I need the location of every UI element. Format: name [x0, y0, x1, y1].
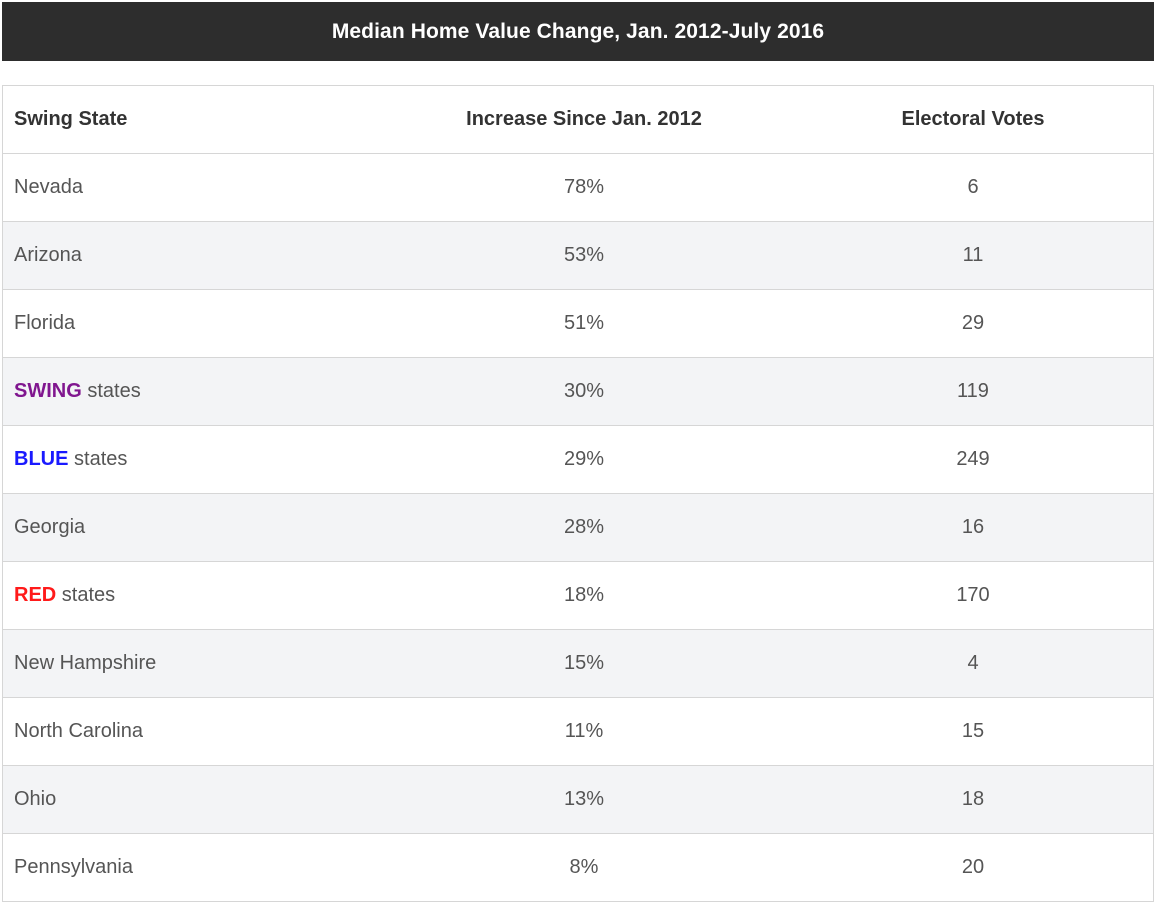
cell-electoral-votes: 29: [961, 312, 985, 334]
table-row: Arizona 53% 11: [3, 222, 1153, 290]
state-name: Nevada: [14, 176, 83, 198]
table-body: Nevada 78% 6 Arizona 53% 11 Florida 51% 29 SWING …: [3, 154, 1153, 901]
cell-state: Ohio: [3, 788, 375, 811]
state-group-suffix: states: [56, 584, 116, 606]
header-electoral-votes: Electoral Votes: [901, 108, 1045, 130]
state-group-highlight: RED: [14, 584, 57, 606]
cell-increase: 53%: [563, 244, 605, 266]
table-row: Georgia 28% 16: [3, 494, 1153, 562]
table-row: SWING states 30% 119: [3, 358, 1153, 426]
cell-increase: 30%: [563, 380, 605, 402]
cell-increase: 8%: [569, 856, 599, 878]
state-name: Georgia: [14, 516, 86, 538]
cell-increase: 51%: [563, 312, 605, 334]
cell-increase: 18%: [563, 584, 605, 606]
table-row: North Carolina 11% 15: [3, 698, 1153, 766]
cell-increase: 78%: [563, 176, 605, 198]
state-group-suffix: states: [68, 448, 128, 470]
table-header-row: Swing State Increase Since Jan. 2012 Ele…: [3, 86, 1153, 154]
cell-electoral-votes: 15: [961, 720, 985, 742]
cell-electoral-votes: 6: [967, 176, 979, 198]
cell-state: SWING states: [3, 380, 375, 403]
state-name: Ohio: [14, 788, 57, 810]
cell-state: RED states: [3, 584, 375, 607]
state-group-suffix: states: [81, 380, 141, 402]
cell-electoral-votes: 170: [956, 584, 990, 606]
cell-electoral-votes: 249: [956, 448, 990, 470]
state-name: Florida: [14, 312, 76, 334]
table-row: Ohio 13% 18: [3, 766, 1153, 834]
cell-electoral-votes: 4: [967, 652, 979, 674]
cell-electoral-votes: 18: [961, 788, 985, 810]
cell-increase: 28%: [563, 516, 605, 538]
cell-state: Pennsylvania: [3, 856, 375, 879]
table-row: Nevada 78% 6: [3, 154, 1153, 222]
table-row: BLUE states 29% 249: [3, 426, 1153, 494]
cell-electoral-votes: 16: [961, 516, 985, 538]
state-group-highlight: BLUE: [14, 448, 69, 470]
data-table: Swing State Increase Since Jan. 2012 Ele…: [2, 85, 1154, 902]
state-group-highlight: SWING: [14, 380, 82, 402]
cell-increase: 15%: [563, 652, 605, 674]
cell-electoral-votes: 11: [962, 244, 984, 266]
cell-increase: 13%: [563, 788, 605, 810]
table-row: RED states 18% 170: [3, 562, 1153, 630]
table-row: New Hampshire 15% 4: [3, 630, 1153, 698]
state-name: Arizona: [14, 244, 82, 266]
table-row: Florida 51% 29: [3, 290, 1153, 358]
cell-increase: 11%: [564, 720, 604, 742]
header-increase: Increase Since Jan. 2012: [466, 108, 702, 130]
cell-state: Nevada: [3, 176, 375, 199]
table-title: Median Home Value Change, Jan. 2012-July…: [2, 2, 1154, 61]
cell-state: North Carolina: [3, 720, 375, 743]
cell-electoral-votes: 119: [957, 380, 989, 402]
cell-state: Georgia: [3, 516, 375, 539]
header-swing-state: Swing State: [14, 108, 128, 130]
cell-state: BLUE states: [3, 448, 375, 471]
cell-increase: 29%: [563, 448, 605, 470]
cell-electoral-votes: 20: [961, 856, 985, 878]
state-name: North Carolina: [14, 720, 143, 742]
state-name: New Hampshire: [14, 652, 157, 674]
cell-state: Arizona: [3, 244, 375, 267]
cell-state: Florida: [3, 312, 375, 335]
state-name: Pennsylvania: [14, 856, 133, 878]
table-row: Pennsylvania 8% 20: [3, 834, 1153, 901]
cell-state: New Hampshire: [3, 652, 375, 675]
